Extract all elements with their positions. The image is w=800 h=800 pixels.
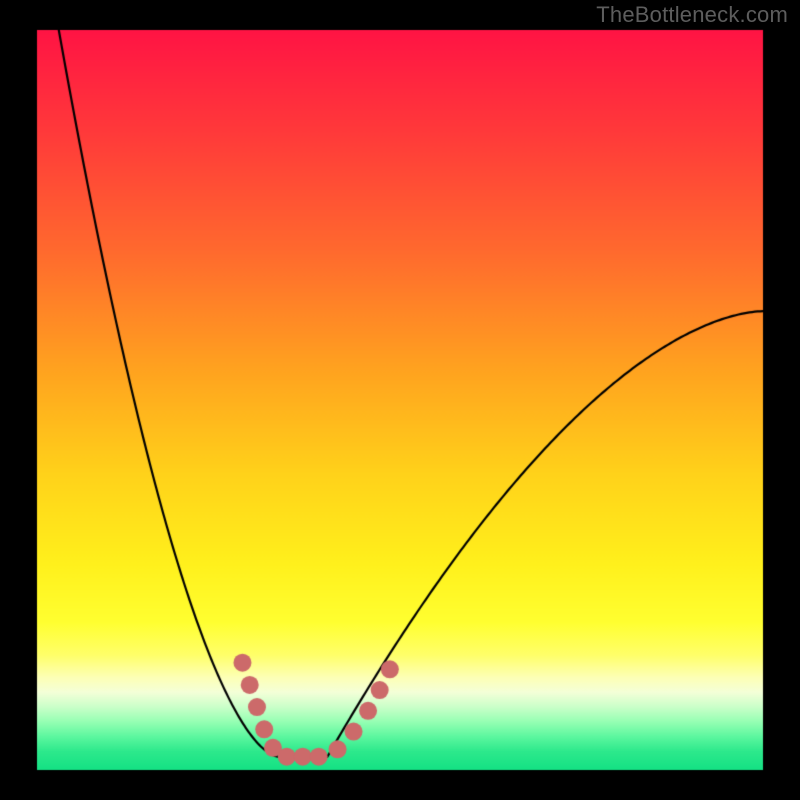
bottleneck-curve-chart [0,0,800,800]
watermark-text: TheBottleneck.com [596,2,788,28]
